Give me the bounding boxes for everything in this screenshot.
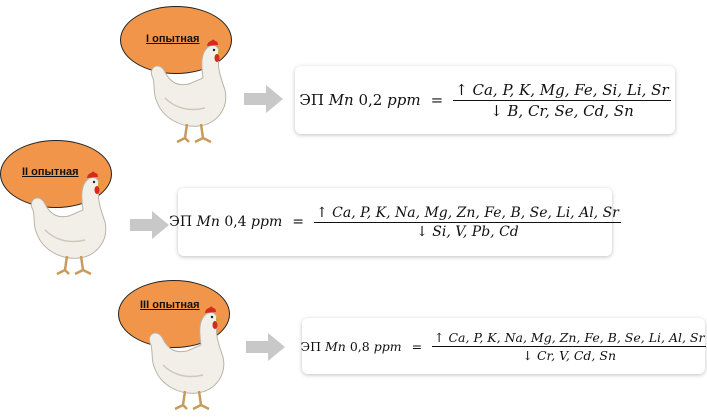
arrow-right-icon: [130, 211, 169, 239]
formula-box-3: ЭП Mn 0,8 ppm = ↑ Ca, P, K, Na, Mg, Zn, …: [301, 318, 707, 374]
formula-box-2: ЭП Mn 0,4 ppm = ↑ Ca, P, K, Na, Mg, Zn, …: [169, 188, 621, 256]
group-1-label: I опытная: [146, 33, 200, 45]
group-2-label: II опытная: [22, 166, 79, 178]
hen-icon: [148, 305, 226, 411]
hen-icon: [150, 38, 228, 144]
arrow-right-icon: [244, 85, 283, 113]
arrow-right-icon: [246, 333, 285, 361]
formula-box-1: ЭП Mn 0,2 ppm = ↑ Ca, P, K, Mg, Fe, Si, …: [295, 66, 675, 134]
hen-icon: [30, 170, 108, 276]
group-3-label: III опытная: [140, 299, 200, 311]
